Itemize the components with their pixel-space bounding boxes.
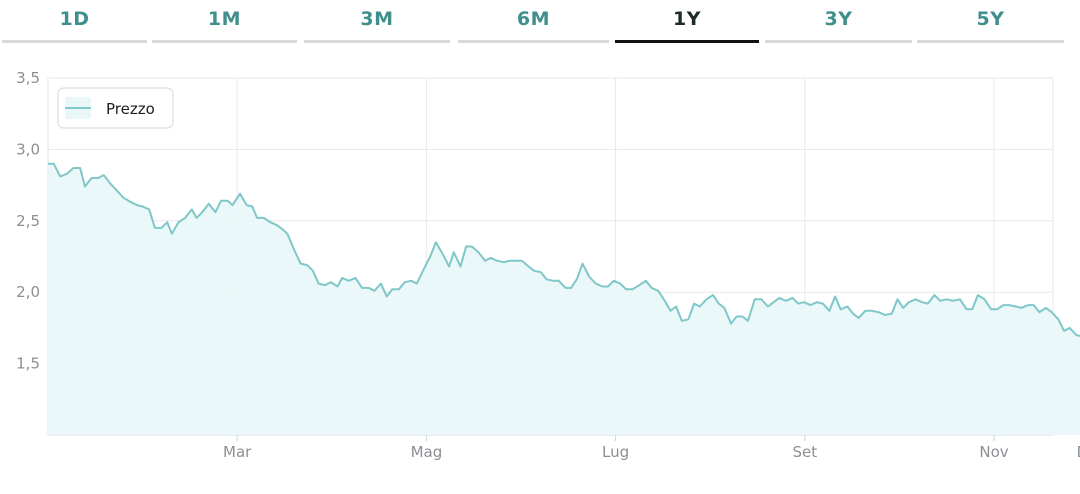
tab-label: 3M (360, 8, 394, 30)
tab-label: 1D (59, 8, 90, 30)
tab-3m[interactable]: 3M (304, 0, 450, 46)
x-tick-label: Mar (223, 443, 252, 461)
x-axis-ticks: Mar Mag Lug Set Nov Dic (223, 443, 1080, 461)
x-tick-label: Lug (602, 443, 629, 461)
tab-label: 1Y (673, 8, 701, 30)
price-line (48, 162, 1080, 338)
y-tick-label: 3,0 (16, 140, 40, 158)
tab-label: 5Y (976, 8, 1005, 30)
tab-1d[interactable]: 1D (2, 0, 147, 46)
y-tick-label: 3,5 (16, 69, 40, 87)
price-chart-svg: 1,5 2,0 2,5 3,0 3,5 Mar Mag Lug Set Nov Dic Prezz… (16, 69, 1080, 461)
tab-underline (304, 40, 450, 43)
x-tick-label: Set (792, 443, 817, 461)
x-tick-label: Mag (411, 443, 443, 461)
tab-underline (2, 40, 147, 43)
tab-label: 1M (207, 8, 242, 30)
y-tick-label: 1,5 (16, 355, 40, 373)
tab-label: 6M (516, 8, 551, 30)
y-axis-ticks: 1,5 2,0 2,5 3,0 3,5 (16, 69, 40, 373)
x-tick-label: Dic (1077, 443, 1080, 461)
tab-label: 3Y (824, 8, 853, 30)
tab-underline (152, 40, 297, 43)
tab-underline (765, 40, 912, 43)
tab-1y[interactable]: 1Y (615, 0, 759, 46)
tab-3y[interactable]: 3Y (765, 0, 912, 46)
legend-label: Prezzo (106, 100, 155, 118)
tab-1m[interactable]: 1M (152, 0, 297, 46)
tab-5y[interactable]: 5Y (917, 0, 1064, 46)
tab-underline (917, 40, 1064, 43)
chart-legend[interactable]: Prezzo (57, 87, 174, 129)
y-tick-label: 2,5 (16, 212, 40, 230)
y-tick-label: 2,0 (16, 283, 40, 301)
timeframe-tabs: 1D 1M 3M 6M 1Y 3Y 5Y (0, 0, 1080, 46)
tab-6m[interactable]: 6M (458, 0, 609, 46)
tab-underline (458, 40, 609, 43)
price-area (48, 163, 1080, 435)
tab-underline (615, 40, 759, 43)
x-tick-label: Nov (979, 443, 1008, 461)
price-chart: 1,5 2,0 2,5 3,0 3,5 Mar Mag Lug Set Nov Dic Prezz… (0, 60, 1080, 490)
